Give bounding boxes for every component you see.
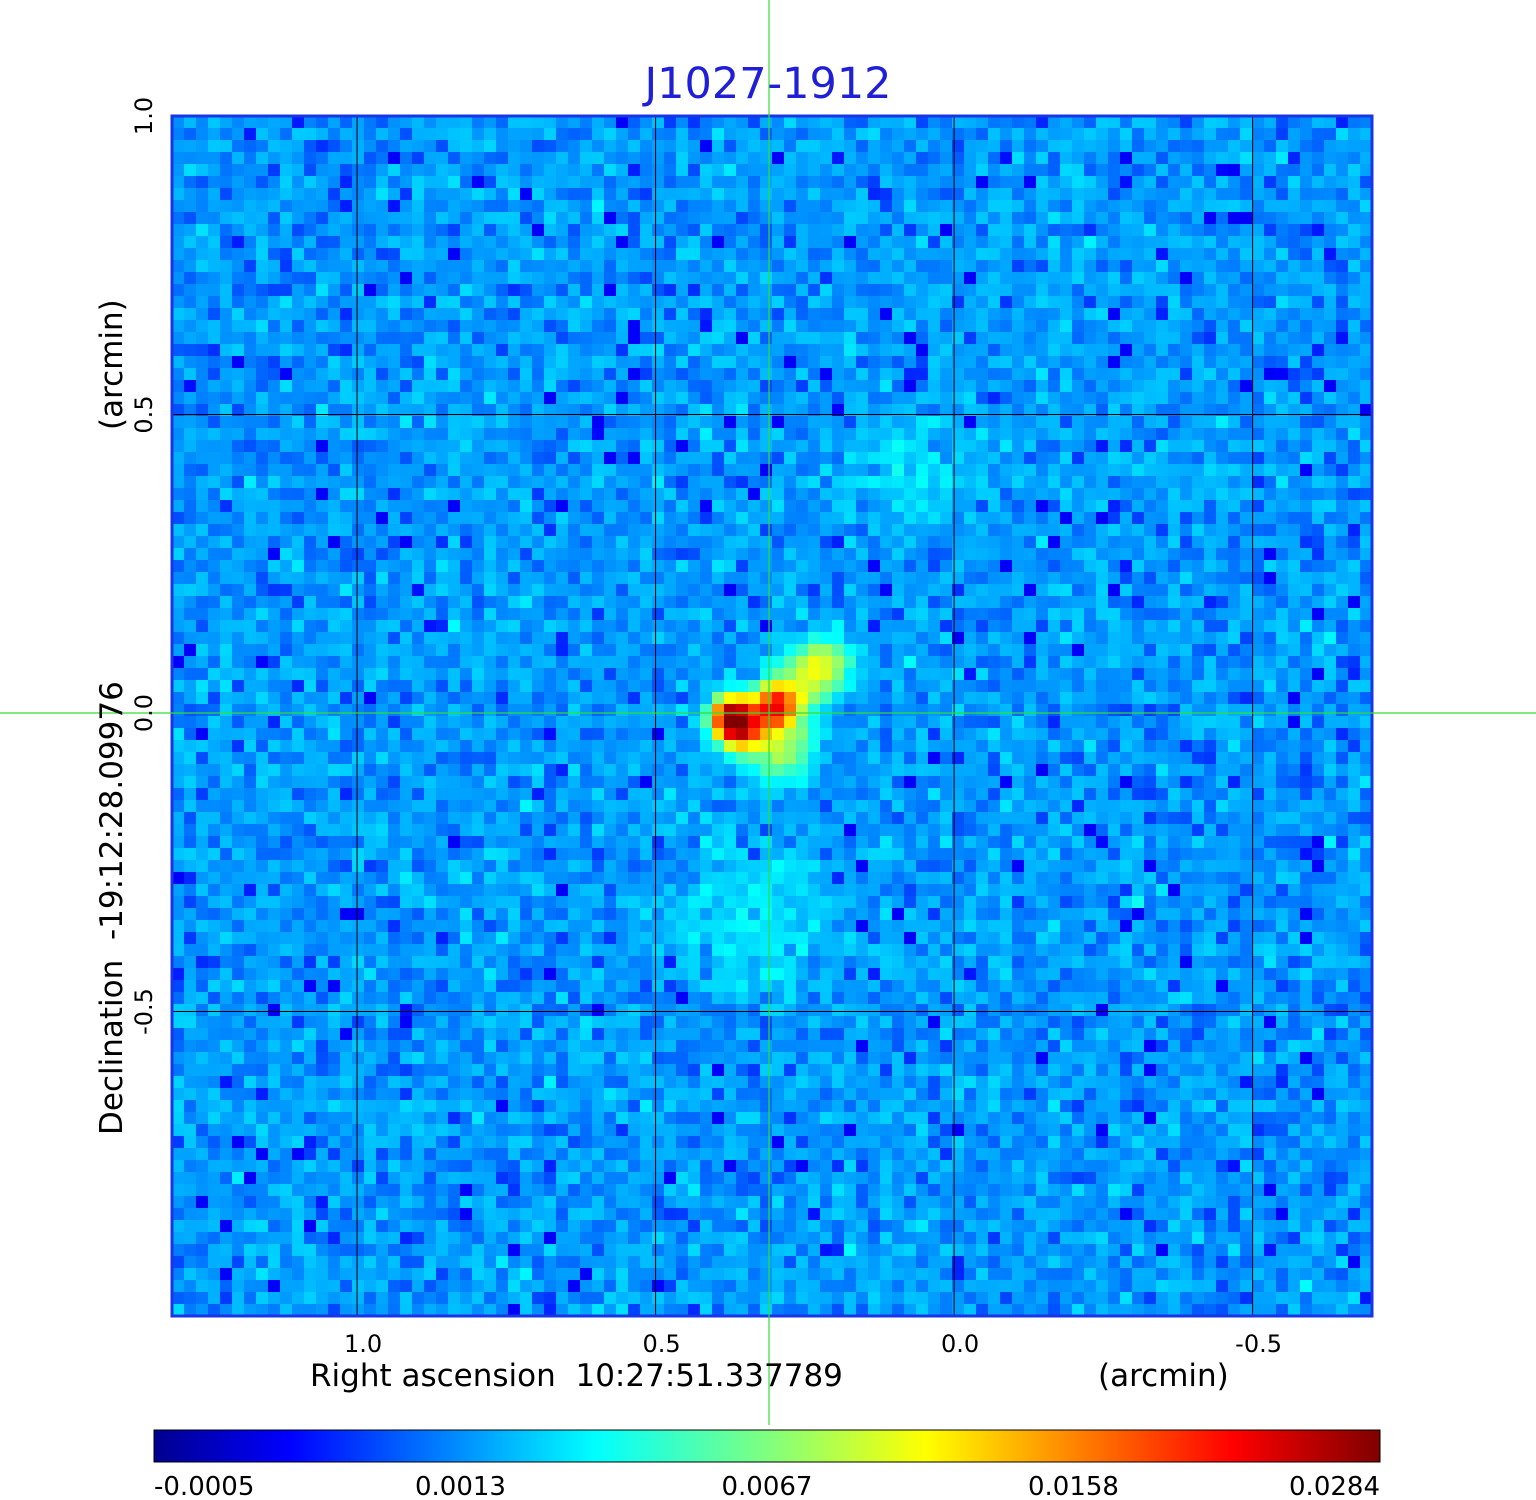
y-tick-label: 0.5 — [130, 395, 158, 433]
x-tick-label: 0.5 — [642, 1330, 680, 1358]
x-tick-labels: 1.0 0.5 0.0 -0.5 — [344, 1330, 1282, 1358]
colorbar-ticks: -0.0005 0.0013 0.0067 0.0158 0.0284 — [154, 1472, 1380, 1500]
colorbar — [153, 1429, 1381, 1463]
x-axis-unit: (arcmin) — [1098, 1358, 1229, 1394]
colorbar-tick-label: -0.0005 — [154, 1472, 254, 1500]
colorbar-tick-label: 0.0158 — [1028, 1472, 1119, 1500]
x-tick-label: 0.0 — [941, 1330, 979, 1358]
chart-title: J1027-1912 — [641, 59, 891, 109]
crosshair — [0, 0, 1536, 1425]
colorbar-tick-label: 0.0284 — [1289, 1472, 1380, 1500]
y-axis-unit: (arcmin) — [94, 299, 130, 430]
colorbar-tick-label: 0.0013 — [415, 1472, 506, 1500]
x-tick-label: -0.5 — [1235, 1330, 1282, 1358]
y-tick-label: 1.0 — [130, 97, 158, 135]
y-tick-labels: 1.0 0.5 0.0 -0.5 — [130, 97, 158, 1035]
x-tick-label: 1.0 — [344, 1330, 382, 1358]
y-tick-label: -0.5 — [130, 988, 158, 1035]
y-tick-label: 0.0 — [130, 694, 158, 732]
heatmap-image — [172, 116, 1372, 1316]
plot-frame — [170, 114, 1374, 1318]
x-axis-label: Right ascension 10:27:51.337789 — [310, 1358, 843, 1394]
colorbar-tick-label: 0.0067 — [722, 1472, 813, 1500]
y-axis-label: Declination -19:12:28.09976 — [94, 681, 130, 1135]
